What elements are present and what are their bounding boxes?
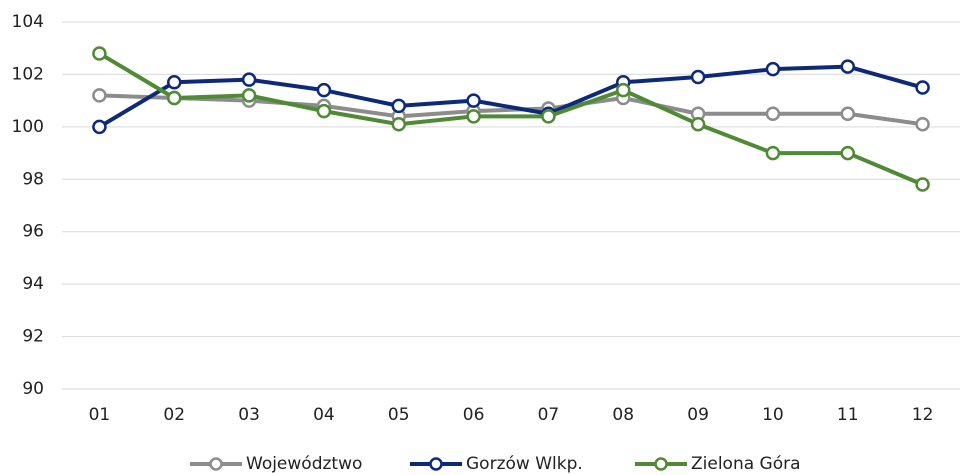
point xyxy=(92,88,107,103)
x-tick-label: 09 xyxy=(687,405,709,425)
x-tick-label: 07 xyxy=(538,405,560,425)
point xyxy=(765,145,781,161)
x-tick-label: 06 xyxy=(463,405,485,425)
point xyxy=(840,145,855,161)
y-tick-label: 90 xyxy=(22,379,44,399)
point xyxy=(92,46,107,61)
y-tick-label: 94 xyxy=(22,274,44,294)
point xyxy=(316,82,332,98)
point xyxy=(391,98,406,114)
point xyxy=(241,88,257,103)
y-tick-label: 100 xyxy=(12,117,44,137)
point xyxy=(915,116,930,132)
x-tick-label: 02 xyxy=(163,405,185,425)
x-tick-label: 12 xyxy=(912,405,934,425)
legend-marker xyxy=(429,457,443,471)
y-tick-label: 102 xyxy=(12,64,44,84)
series-line xyxy=(99,93,923,127)
point xyxy=(915,177,930,192)
x-tick-label: 03 xyxy=(238,405,260,425)
x-tick-label: 11 xyxy=(837,405,859,425)
legend-label: Gorzów Wlkp. xyxy=(466,454,583,474)
point xyxy=(616,82,631,98)
series-line xyxy=(98,64,924,129)
x-tick-label: 04 xyxy=(313,405,335,425)
legend-label: Zielona Góra xyxy=(691,454,801,474)
point xyxy=(765,106,781,121)
point xyxy=(765,61,781,77)
x-tick-label: 05 xyxy=(388,405,410,425)
legend-marker xyxy=(654,457,668,471)
series-line xyxy=(98,51,924,187)
x-tick-label: 01 xyxy=(89,405,111,425)
point xyxy=(92,119,107,135)
point xyxy=(466,93,481,108)
point xyxy=(241,72,257,87)
point xyxy=(840,59,855,74)
y-tick-label: 96 xyxy=(22,222,44,242)
y-tick-label: 92 xyxy=(22,327,44,347)
point xyxy=(316,103,332,119)
point xyxy=(167,90,182,106)
y-tick-label: 98 xyxy=(22,169,44,189)
point xyxy=(541,109,556,124)
point xyxy=(167,75,182,90)
point xyxy=(915,80,930,95)
point xyxy=(840,106,855,121)
point xyxy=(690,69,706,85)
point xyxy=(391,116,406,132)
y-tick-label: 104 xyxy=(12,12,44,32)
x-tick-label: 08 xyxy=(612,405,634,425)
legend-label: Województwo xyxy=(246,454,362,474)
point xyxy=(690,116,706,132)
x-tick-label: 10 xyxy=(762,405,784,425)
legend-marker xyxy=(209,457,223,471)
point xyxy=(466,109,481,124)
